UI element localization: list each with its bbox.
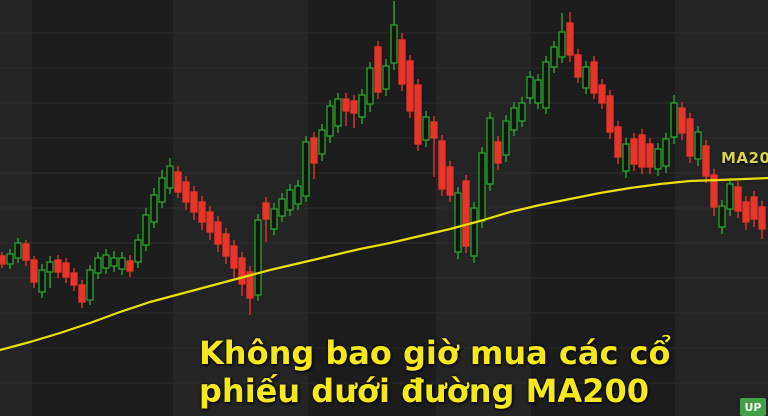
ma200-line: [0, 176, 768, 352]
caption-text: Không bao giờ mua các cổ phiếu dưới đườn…: [199, 334, 759, 410]
caption-line-1: Không bao giờ mua các cổ: [199, 334, 671, 372]
candles-layer: [0, 1, 766, 315]
caption-line-2: phiếu dưới đường MA200: [199, 372, 649, 410]
up-watermark-badge: UP: [740, 398, 766, 416]
ma200-label: MA200: [721, 149, 768, 167]
